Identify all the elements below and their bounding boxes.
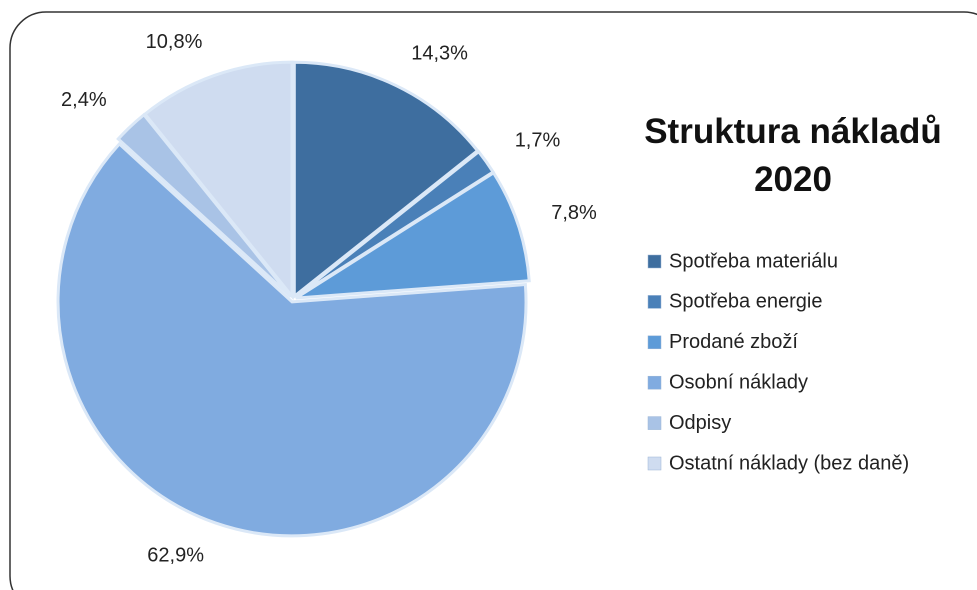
data-label: 1,7% (515, 130, 561, 152)
legend-label: Prodané zboží (669, 331, 798, 353)
data-label: 2,4% (61, 89, 107, 111)
legend-label: Ostatní náklady (bez daně) (669, 452, 909, 474)
data-label: 14,3% (411, 42, 468, 64)
legend-label: Spotřeba materiálu (669, 250, 838, 272)
chart-title: Struktura nákladů 2020 (644, 112, 942, 199)
data-label: 7,8% (551, 202, 597, 224)
data-label: 62,9% (147, 544, 204, 566)
pie-slice (295, 170, 531, 300)
legend-swatch (647, 416, 662, 430)
pie-slice (56, 141, 528, 538)
pie-slice (292, 60, 480, 300)
legend-label: Spotřeba energie (669, 291, 822, 313)
data-label: 10,8% (146, 31, 203, 53)
legend-swatch (647, 254, 662, 269)
legend-label: Odpisy (669, 412, 731, 434)
legend-swatch (647, 335, 662, 350)
legend-swatch (647, 295, 662, 309)
legend-swatch (647, 375, 662, 390)
legend-swatch (647, 456, 662, 471)
pie-slice (142, 60, 294, 301)
legend-label: Osobní náklady (669, 371, 808, 393)
